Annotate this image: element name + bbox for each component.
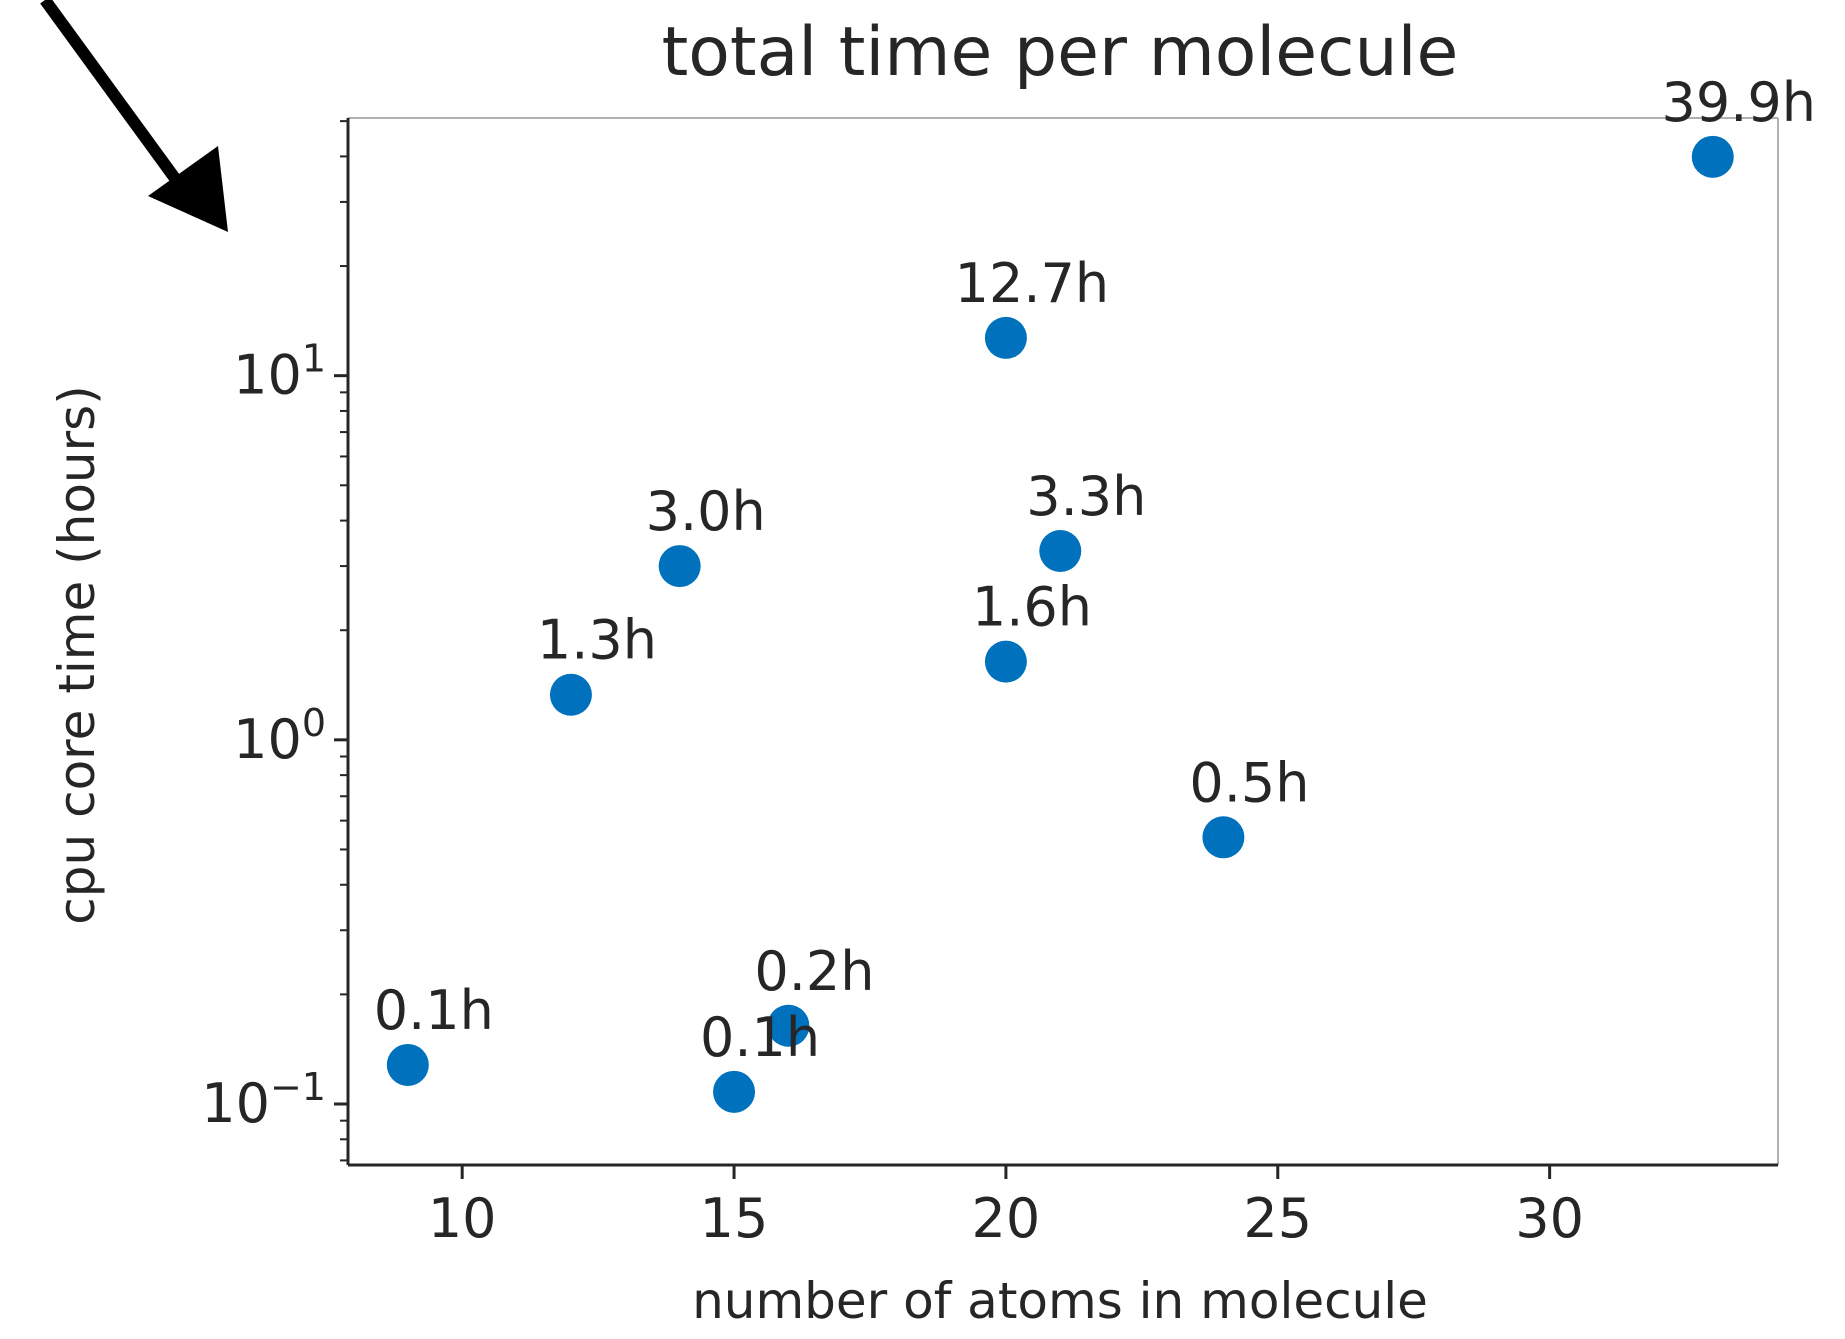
scatter-point bbox=[1691, 135, 1734, 178]
scatter-point bbox=[1039, 530, 1082, 573]
scatter-point bbox=[713, 1070, 756, 1113]
scatter-point bbox=[658, 545, 701, 588]
scatter-point bbox=[767, 1004, 810, 1047]
point-value-label: 3.3h bbox=[1026, 465, 1146, 528]
point-value-label: 3.0h bbox=[646, 480, 766, 543]
chart-title: total time per molecule bbox=[662, 13, 1459, 92]
point-value-label: 0.1h bbox=[374, 979, 494, 1042]
scatter-point bbox=[984, 640, 1027, 683]
x-axis-ticks: 10 15 20 25 30 bbox=[428, 1165, 1584, 1250]
x-axis-label: number of atoms in molecule bbox=[692, 1272, 1428, 1330]
y-tick-label: 101 bbox=[233, 337, 326, 407]
y-tick-label: 100 bbox=[233, 701, 326, 771]
point-value-label: 1.3h bbox=[537, 609, 657, 672]
scatter-point bbox=[984, 316, 1027, 359]
x-tick-label: 10 bbox=[428, 1187, 497, 1250]
point-value-label: 1.6h bbox=[972, 576, 1092, 639]
x-tick-label: 15 bbox=[700, 1187, 769, 1250]
x-tick-label: 30 bbox=[1515, 1187, 1584, 1250]
y-axis-label: cpu core time (hours) bbox=[48, 385, 106, 924]
point-value-label: 0.2h bbox=[754, 940, 874, 1003]
y-axis-minor-ticks bbox=[340, 120, 348, 1162]
scatter-points bbox=[386, 135, 1734, 1113]
scatter-point bbox=[549, 673, 592, 716]
plot-frame bbox=[346, 117, 1779, 1167]
scatter-point bbox=[1202, 816, 1245, 859]
point-value-label: 12.7h bbox=[955, 252, 1109, 315]
point-value-label: 0.1h bbox=[700, 1006, 820, 1069]
scatter-point bbox=[386, 1043, 429, 1086]
y-tick-label: 10−1 bbox=[201, 1065, 326, 1135]
x-tick-label: 25 bbox=[1243, 1187, 1312, 1250]
point-value-label: 39.9h bbox=[1662, 71, 1816, 134]
point-labels: 0.1h1.3h3.0h0.1h0.2h12.7h1.6h3.3h0.5h39.… bbox=[374, 71, 1816, 1069]
annotation-arrow bbox=[40, 0, 228, 232]
point-value-label: 0.5h bbox=[1189, 751, 1309, 814]
y-axis-ticks: 10−1 100 101 bbox=[201, 337, 348, 1135]
x-tick-label: 20 bbox=[972, 1187, 1041, 1250]
